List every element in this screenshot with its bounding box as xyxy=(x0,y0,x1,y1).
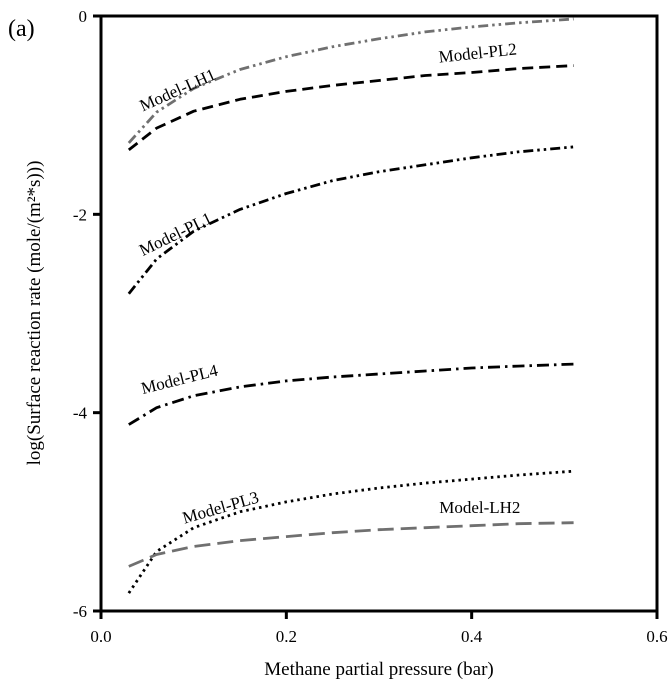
series-line-model-pl4 xyxy=(128,362,574,426)
y-tick-label: 0 xyxy=(79,7,88,26)
x-tick-label: 0.4 xyxy=(461,627,483,646)
x-tick-label: 0.6 xyxy=(646,627,667,646)
series-label-model-pl3: Model-PL3 xyxy=(180,488,261,528)
series-line-model-lh1 xyxy=(127,17,574,144)
series-line-model-lh2 xyxy=(128,521,574,568)
series-label-model-pl4: Model-PL4 xyxy=(139,360,220,398)
series-label-model-lh2: Model-LH2 xyxy=(439,498,520,517)
x-axis-ticks: 0.0 0.2 0.4 0.6 xyxy=(90,611,668,646)
series-lines xyxy=(127,17,574,594)
x-tick-label: 0.2 xyxy=(276,627,297,646)
series-line-model-pl3 xyxy=(127,469,574,594)
panel-label: (a) xyxy=(8,16,35,42)
series-line-model-pl1 xyxy=(127,145,574,295)
y-axis-ticks: 0 -2 -4 -6 xyxy=(73,7,101,621)
y-tick-label: -6 xyxy=(73,602,87,621)
series-label-model-pl2: Model-PL2 xyxy=(438,39,518,66)
plot-frame xyxy=(99,14,659,613)
y-axis-label: log(Surface reaction rate (mole/(m²*s))) xyxy=(24,161,45,466)
x-tick-label: 0.0 xyxy=(90,627,111,646)
x-axis-label: Methane partial pressure (bar) xyxy=(264,659,493,680)
series-label-model-pl1: Model-PL1 xyxy=(136,208,215,259)
y-tick-label: -2 xyxy=(73,205,87,224)
y-tick-label: -4 xyxy=(73,404,88,423)
